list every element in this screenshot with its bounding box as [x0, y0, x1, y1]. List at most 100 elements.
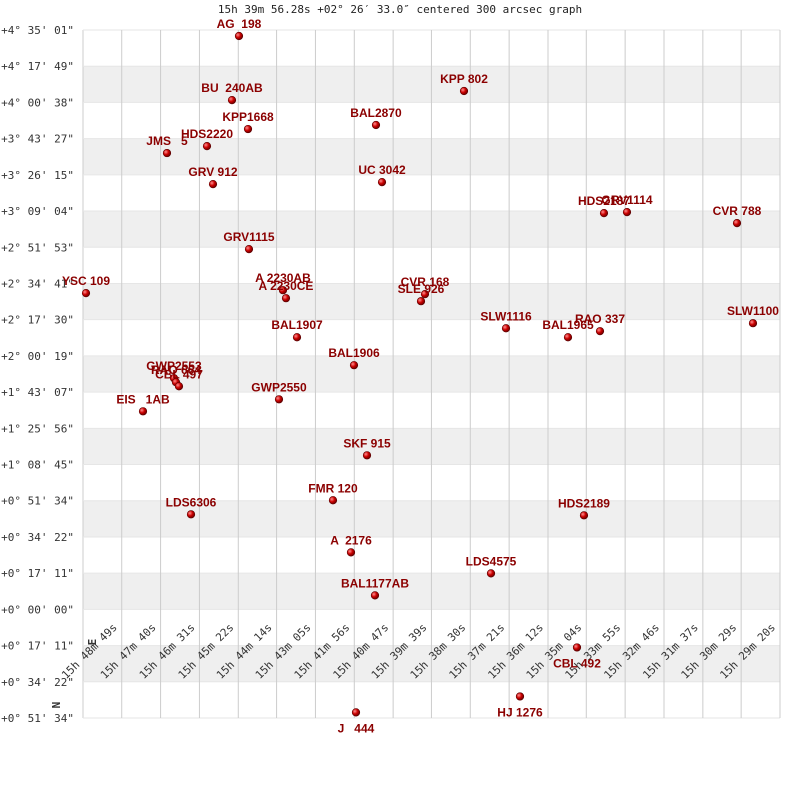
y-tick-label: +2° 51' 53" [1, 241, 74, 254]
star-label: GRV 912 [188, 165, 237, 179]
star [420, 290, 430, 299]
star-label: SLW1116 [480, 309, 532, 323]
star [346, 548, 356, 557]
star-label: YSC 109 [62, 274, 110, 288]
star-label: KPP1668 [222, 110, 274, 124]
y-tick-label: +4° 35' 01" [1, 24, 74, 37]
star [202, 142, 212, 151]
star-label: BAL1965 [542, 318, 594, 332]
y-tick-label: +0° 00' 00" [1, 603, 74, 616]
star-label: GRV1114 [601, 193, 652, 207]
y-tick-label: +0° 34' 22" [1, 676, 74, 689]
star [563, 333, 573, 342]
compass-east: E [86, 639, 99, 646]
star [572, 643, 582, 652]
star [208, 180, 218, 189]
star-label: BAL1906 [328, 346, 380, 360]
y-tick-label: +2° 34' 41" [1, 277, 74, 290]
star [328, 496, 338, 505]
star-label: FMR 120 [308, 481, 358, 495]
star [622, 207, 632, 217]
star [292, 333, 302, 342]
star-label: BU 240AB [201, 81, 263, 95]
star-label: GWP2550 [251, 380, 307, 394]
star-label: LDS6306 [166, 495, 217, 509]
star [186, 510, 196, 519]
star [81, 289, 91, 298]
star-label: SLW1100 [727, 304, 779, 318]
star [174, 382, 184, 391]
star-label: CBL 497 [155, 367, 203, 381]
star [748, 319, 758, 328]
star-label: UC 3042 [358, 163, 406, 177]
star-label: SKF 915 [343, 436, 391, 450]
y-tick-label: +0° 51' 34" [1, 495, 74, 508]
star-label: J 444 [338, 721, 375, 735]
star-label: HDS2189 [558, 496, 610, 510]
y-tick-label: +3° 43' 27" [1, 133, 74, 146]
star [278, 286, 288, 295]
star-label: BAL2870 [350, 106, 402, 120]
star-label: HDS2187 [578, 194, 630, 208]
star-label: CVR 788 [713, 204, 762, 218]
compass-north: N [50, 702, 63, 709]
y-tick-label: +2° 00' 19" [1, 350, 74, 363]
y-tick-label: +0° 17' 11" [1, 640, 74, 653]
chart-title: 15h 39m 56.28s +02° 26′ 33.0″ centered 3… [218, 3, 582, 16]
y-tick-label: +0° 51' 34" [1, 712, 74, 725]
star-label: CVR 168 [401, 275, 450, 289]
star-label: A 2176 [330, 533, 372, 547]
y-tick-label: +4° 00' 38" [1, 96, 74, 109]
star [243, 124, 253, 134]
star [459, 86, 469, 96]
star-label: KPP 802 [440, 72, 488, 86]
star-label: AG 198 [217, 17, 262, 31]
y-tick-label: +0° 34' 22" [1, 531, 74, 544]
star-label: HJ 1276 [497, 705, 543, 719]
star [351, 708, 361, 717]
star [281, 294, 291, 303]
star [362, 451, 372, 460]
y-tick-label: +1° 25' 56" [1, 422, 74, 435]
y-tick-label: +0° 17' 11" [1, 567, 74, 580]
star [486, 569, 496, 578]
star-label: BAL1177AB [341, 576, 409, 590]
y-tick-label: +2° 17' 30" [1, 314, 74, 327]
star-label: SLE 926 [398, 282, 445, 296]
star [371, 120, 381, 130]
star [595, 327, 605, 336]
star-label: JMS 5 [146, 134, 188, 148]
y-tick-label: +1° 43' 07" [1, 386, 74, 399]
star [370, 591, 380, 600]
y-tick-label: +4° 17' 49" [1, 60, 74, 73]
star [234, 31, 244, 41]
star-label: GWP2553 [146, 359, 202, 373]
star-label: LDS4575 [466, 554, 517, 568]
star [162, 148, 172, 158]
star-label: BAL1907 [271, 318, 323, 332]
star [599, 209, 609, 218]
star [274, 395, 284, 404]
star-label: RAO 337 [575, 312, 625, 326]
star [227, 96, 237, 105]
star-label: A 2230CE [259, 279, 314, 293]
y-tick-label: +3° 09' 04" [1, 205, 74, 218]
star [501, 324, 511, 333]
star [244, 245, 254, 254]
star-label: EIS 1AB [116, 392, 170, 406]
star-label: HDS2220 [181, 127, 233, 141]
star [579, 511, 589, 520]
star-label: CBL 492 [553, 656, 601, 670]
star [416, 297, 426, 306]
star [732, 218, 742, 228]
star-label: GRV1115 [223, 230, 274, 244]
star [349, 361, 359, 370]
y-tick-label: +3° 26' 15" [1, 169, 74, 182]
y-tick-label: +1° 08' 45" [1, 459, 74, 472]
star [377, 178, 387, 187]
star-label: A 2230AB [255, 271, 311, 285]
star [138, 407, 148, 416]
star-label: RAO 664 [151, 363, 201, 377]
star [515, 692, 525, 701]
